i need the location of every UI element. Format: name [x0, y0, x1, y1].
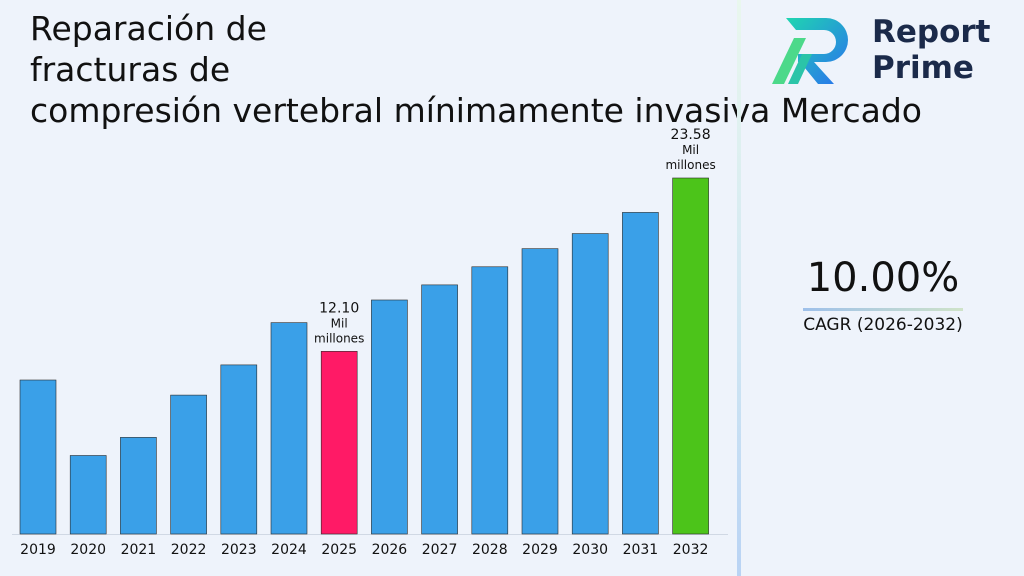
data-label-2025: 12.10 Mil millones: [314, 300, 364, 345]
bar-2026: [371, 299, 408, 535]
logo-text-prime: Prime: [872, 50, 974, 86]
title-line-2: fracturas de: [30, 50, 231, 89]
tick-label-2029: 2029: [522, 542, 558, 558]
title-line-1: Reparación de: [30, 9, 267, 48]
tick-label-2024: 2024: [271, 542, 307, 558]
bar-2029: [521, 248, 559, 535]
tick-label-2023: 2023: [221, 542, 257, 558]
data-label-2032: 23.58 Mil millones: [665, 127, 715, 172]
bar-2023: [220, 364, 258, 535]
cagr-label: CAGR (2026-2032): [803, 315, 963, 335]
bar-2025: [320, 351, 358, 535]
bar-2031: [622, 212, 659, 535]
logo-text-report: Report: [872, 14, 991, 50]
bar-2030: [571, 233, 609, 535]
cagr-value: 10.00%: [806, 255, 960, 301]
cagr-underline: [803, 308, 963, 311]
bar-2024: [270, 322, 308, 535]
bar-2027: [421, 284, 458, 535]
tick-label-2019: 2019: [20, 542, 56, 558]
tick-label-2032: 2032: [673, 542, 709, 558]
tick-label-2020: 2020: [70, 542, 106, 558]
bar-2022: [170, 394, 207, 535]
bar-2021: [120, 437, 157, 535]
chart-title: Reparación de fracturas de compresión ve…: [30, 8, 1010, 131]
report-prime-logo: Report Prime: [768, 14, 1008, 90]
bar-2032: [672, 177, 709, 535]
title-line-3: compresión vertebral mínimamente invasiv…: [30, 91, 922, 130]
report-prime-logo-icon: [772, 18, 848, 84]
tick-label-2027: 2027: [422, 542, 458, 558]
tick-label-2022: 2022: [171, 542, 207, 558]
tick-label-2025: 2025: [321, 542, 357, 558]
bar-2020: [69, 455, 107, 535]
tick-label-2028: 2028: [472, 542, 508, 558]
tick-label-2026: 2026: [372, 542, 408, 558]
tick-label-2021: 2021: [121, 542, 157, 558]
bar-chart: 2019 2020 2021 2022 2023 2024 2025 12.10 Mil mill…: [12, 127, 728, 558]
tick-label-2031: 2031: [623, 542, 659, 558]
vertical-divider: [737, 0, 741, 576]
tick-label-2030: 2030: [572, 542, 608, 558]
bar-2019: [19, 379, 57, 535]
bar-2028: [471, 266, 509, 535]
